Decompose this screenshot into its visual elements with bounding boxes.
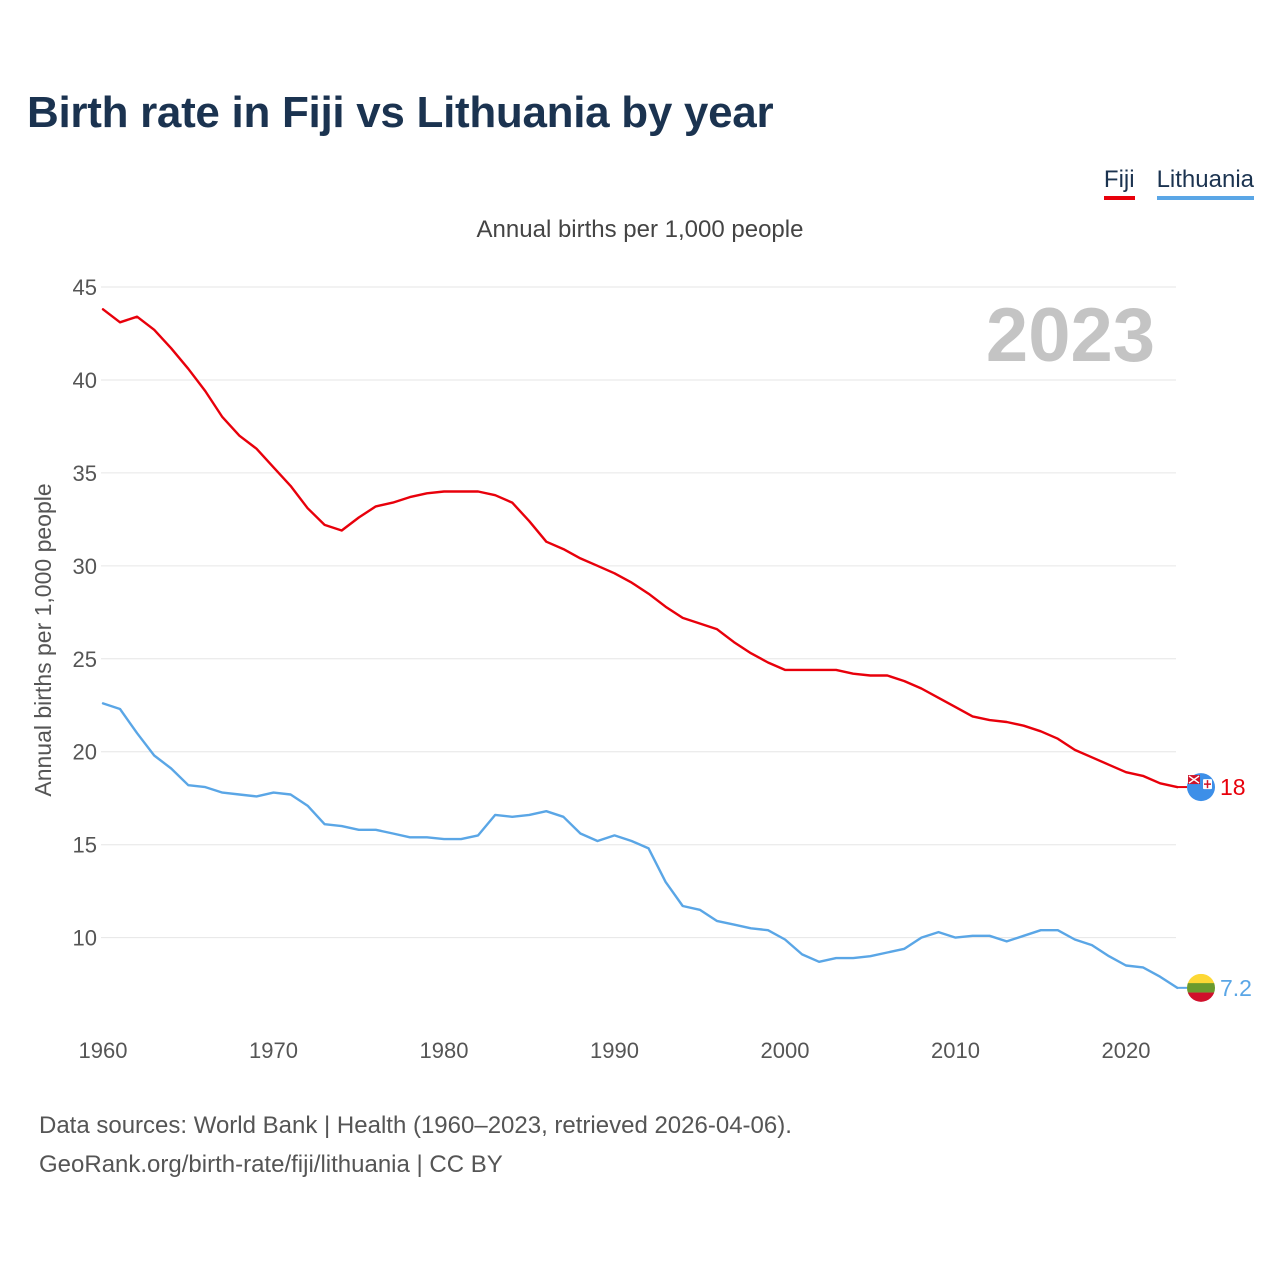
- x-tick-label-1990: 1990: [590, 1038, 639, 1063]
- x-tick-label-1970: 1970: [249, 1038, 298, 1063]
- x-tick-label-1960: 1960: [79, 1038, 128, 1063]
- y-tick-label-30: 30: [73, 554, 97, 579]
- grid-lines: [101, 286, 1176, 939]
- x-tick-label-2020: 2020: [1102, 1038, 1151, 1063]
- source-note: Data sources: World Bank | Health (1960–…: [39, 1106, 792, 1184]
- y-axis-label: Annual births per 1,000 people: [30, 483, 56, 796]
- chart-title: Birth rate in Fiji vs Lithuania by year: [27, 88, 774, 137]
- series-lines: [101, 308, 1179, 989]
- y-tick-label-45: 45: [73, 275, 97, 300]
- flag-fiji-icon: [1187, 773, 1215, 802]
- legend: Fiji Lithuania: [1103, 166, 1254, 200]
- legend-item-lithuania[interactable]: Lithuania: [1156, 166, 1254, 200]
- year-watermark: 2023: [986, 293, 1155, 378]
- y-tick-label-15: 15: [73, 833, 97, 858]
- y-tick-label-10: 10: [73, 926, 97, 951]
- source-line-1: Data sources: World Bank | Health (1960–…: [39, 1112, 792, 1139]
- x-axis-ticks: 1960 1970 1980 1990 2000 2010 2020: [79, 1038, 1151, 1063]
- x-tick-label-1980: 1980: [420, 1038, 469, 1063]
- chart-subtitle: Annual births per 1,000 people: [476, 216, 804, 243]
- series-line-fiji: [101, 308, 1179, 789]
- legend-item-fiji[interactable]: Fiji: [1103, 166, 1135, 200]
- x-tick-label-2010: 2010: [931, 1038, 980, 1063]
- line-chart: 10 15 20 25 30 35 40 45 1960 1970 1980 1990 2000 201…: [30, 275, 1252, 1063]
- y-axis-ticks: 10 15 20 25 30 35 40 45: [73, 275, 97, 951]
- y-tick-label-40: 40: [73, 368, 97, 393]
- end-label-fiji: 18: [1220, 774, 1246, 800]
- end-label-lithuania: 7.2: [1220, 975, 1252, 1001]
- source-line-2: GeoRank.org/birth-rate/fiji/lithuania | …: [39, 1151, 503, 1178]
- y-tick-label-35: 35: [73, 461, 97, 486]
- y-tick-label-25: 25: [73, 647, 97, 672]
- end-markers: 187.2: [1177, 773, 1252, 1002]
- y-tick-label-20: 20: [73, 740, 97, 765]
- x-tick-label-2000: 2000: [761, 1038, 810, 1063]
- flag-lithuania-icon: [1187, 973, 1215, 1002]
- series-line-lithuania: [101, 702, 1179, 989]
